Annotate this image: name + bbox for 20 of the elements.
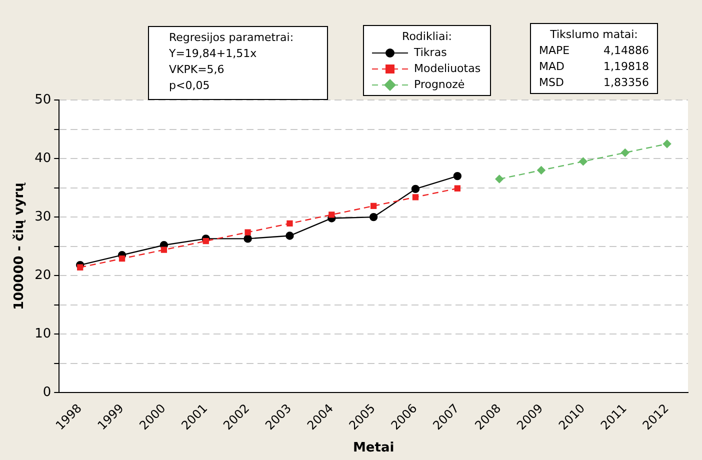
text: Regresijos parametrai: (169, 30, 295, 46)
text: p<0,05 (169, 78, 211, 94)
text: MSD 1,83356 (539, 76, 649, 89)
y-tick-label: 20 (34, 268, 52, 283)
y-tick-label: 50 (34, 92, 52, 108)
y-axis-title: 100000 - čių vyrų (12, 182, 28, 310)
legend-title: Rodikliai: (401, 29, 453, 45)
text: Tikslumo matai: (549, 27, 639, 43)
text: VKPK=5,6 (169, 62, 226, 78)
legend-label: Prognozė (414, 77, 465, 93)
y-tick-label: 10 (34, 326, 52, 342)
y-tick-label: 30 (34, 209, 52, 224)
legend-label: Tikras (414, 45, 447, 61)
legend-label: Modeliuotas (414, 61, 481, 77)
x-axis-title: Metai (352, 440, 394, 456)
text: Y=19,84+1,51x (169, 46, 258, 62)
text: MAD 1,19818 (539, 60, 649, 73)
y-tick-label: 0 (42, 385, 52, 400)
y-tick-label: 40 (34, 150, 52, 166)
text: MAPE 4,14886 (539, 44, 649, 57)
